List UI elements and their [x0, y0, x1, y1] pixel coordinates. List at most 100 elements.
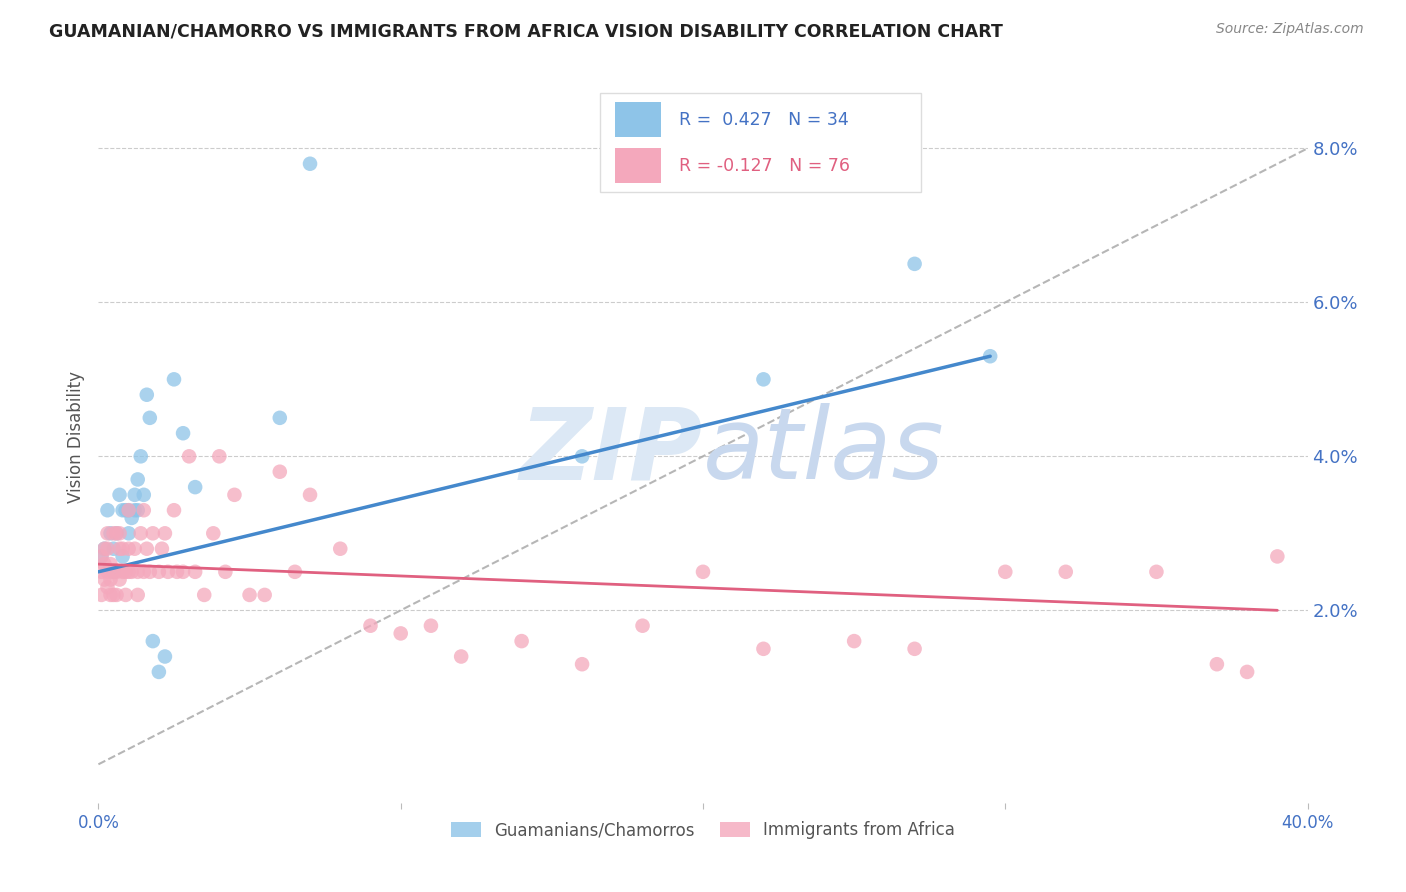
Point: [96, 541, 118, 556]
Point: [979, 349, 1001, 363]
Point: [129, 526, 152, 541]
Point: [96, 580, 118, 594]
Point: [118, 541, 141, 556]
Point: [118, 503, 141, 517]
Point: [124, 541, 146, 556]
FancyBboxPatch shape: [614, 148, 661, 183]
Point: [1144, 565, 1167, 579]
Point: [127, 503, 149, 517]
Point: [132, 488, 155, 502]
Point: [118, 503, 141, 517]
Point: [105, 526, 128, 541]
Point: [111, 549, 134, 564]
Point: [179, 450, 201, 464]
Text: R =  0.427   N = 34: R = 0.427 N = 34: [679, 111, 849, 128]
Point: [127, 588, 149, 602]
Point: [108, 488, 131, 502]
Point: [172, 426, 194, 441]
Point: [153, 526, 176, 541]
Point: [184, 565, 207, 579]
Point: [844, 634, 866, 648]
Point: [105, 526, 128, 541]
Point: [253, 588, 276, 602]
Point: [111, 565, 134, 579]
Point: [100, 573, 122, 587]
Point: [103, 565, 125, 579]
Point: [103, 526, 125, 541]
Point: [93, 541, 115, 556]
Point: [127, 472, 149, 486]
Point: [153, 649, 176, 664]
Point: [114, 503, 136, 517]
Point: [90, 565, 112, 579]
Point: [224, 488, 246, 502]
Point: [450, 649, 472, 664]
Point: [139, 565, 162, 579]
Point: [142, 634, 165, 648]
Point: [108, 526, 131, 541]
Point: [1236, 665, 1258, 679]
Point: [571, 450, 593, 464]
Point: [121, 565, 143, 579]
Point: [299, 157, 322, 171]
Point: [184, 480, 207, 494]
Point: [420, 618, 443, 632]
Point: [108, 541, 131, 556]
Point: [105, 565, 128, 579]
Point: [284, 565, 307, 579]
Point: [108, 573, 131, 587]
Point: [904, 257, 927, 271]
Point: [389, 626, 412, 640]
Point: [100, 526, 122, 541]
Point: [1054, 565, 1077, 579]
Point: [269, 410, 291, 425]
Point: [111, 541, 134, 556]
Point: [129, 450, 152, 464]
Point: [510, 634, 533, 648]
Point: [132, 503, 155, 517]
Point: [571, 657, 593, 672]
Point: [142, 526, 165, 541]
Point: [148, 665, 170, 679]
Point: [93, 541, 115, 556]
Point: [994, 565, 1017, 579]
Y-axis label: Vision Disability: Vision Disability: [67, 371, 86, 503]
Point: [103, 541, 125, 556]
Point: [100, 557, 122, 571]
Point: [124, 488, 146, 502]
Point: [156, 565, 179, 579]
Point: [118, 526, 141, 541]
Point: [121, 511, 143, 525]
Point: [93, 557, 115, 571]
Point: [202, 526, 225, 541]
Point: [329, 541, 352, 556]
Point: [90, 549, 112, 564]
Point: [239, 588, 262, 602]
Point: [904, 641, 927, 656]
Point: [208, 450, 231, 464]
Text: atlas: atlas: [703, 403, 945, 500]
Point: [269, 465, 291, 479]
Point: [360, 618, 382, 632]
Point: [124, 503, 146, 517]
Point: [90, 549, 112, 564]
Text: GUAMANIAN/CHAMORRO VS IMMIGRANTS FROM AFRICA VISION DISABILITY CORRELATION CHART: GUAMANIAN/CHAMORRO VS IMMIGRANTS FROM AF…: [49, 22, 1002, 40]
Point: [118, 565, 141, 579]
Point: [193, 588, 215, 602]
Point: [1206, 657, 1229, 672]
Point: [96, 565, 118, 579]
Point: [96, 526, 118, 541]
Point: [752, 372, 775, 386]
Point: [96, 503, 118, 517]
Point: [150, 541, 173, 556]
Point: [103, 588, 125, 602]
FancyBboxPatch shape: [614, 102, 661, 137]
Point: [172, 565, 194, 579]
Point: [135, 388, 157, 402]
Point: [1267, 549, 1289, 564]
Point: [127, 565, 149, 579]
Point: [114, 565, 136, 579]
Point: [752, 641, 775, 656]
Point: [163, 503, 186, 517]
Point: [214, 565, 236, 579]
